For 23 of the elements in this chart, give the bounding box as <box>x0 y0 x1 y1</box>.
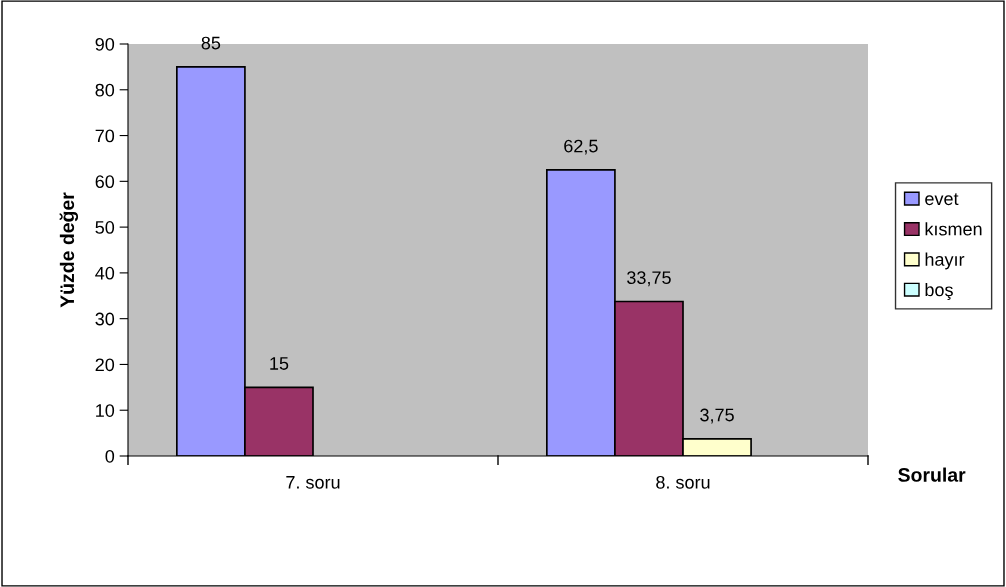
legend-label: evet <box>925 193 959 206</box>
y-tick-label: 90 <box>95 37 115 51</box>
y-tick-label: 30 <box>95 312 115 326</box>
y-tick-label: 0 <box>105 449 115 463</box>
legend-label: boş <box>925 282 953 300</box>
y-tick-label: 10 <box>96 404 115 417</box>
y-axis-title: Yüzde değer <box>59 192 79 308</box>
x-tick-label: 7. soru <box>286 476 340 489</box>
y-tick-label: 50 <box>95 221 115 234</box>
x-axis-title: Sorular <box>898 467 966 482</box>
data-label: 33,75 <box>627 271 671 287</box>
y-tick-label: 70 <box>95 129 115 143</box>
data-label: 3,75 <box>700 408 734 424</box>
y-tick-label: 20 <box>95 358 115 372</box>
y-tick-label: 80 <box>95 83 115 97</box>
legend-label: kısmen <box>925 222 982 236</box>
data-label: 62,5 <box>564 139 598 155</box>
legend-label: hayır <box>925 252 965 270</box>
x-tick-label: 8. soru <box>656 475 710 489</box>
y-tick-label: 40 <box>95 266 115 280</box>
data-label: 15 <box>270 357 289 370</box>
y-tick-label: 60 <box>95 175 115 189</box>
data-label: 85 <box>201 36 221 50</box>
